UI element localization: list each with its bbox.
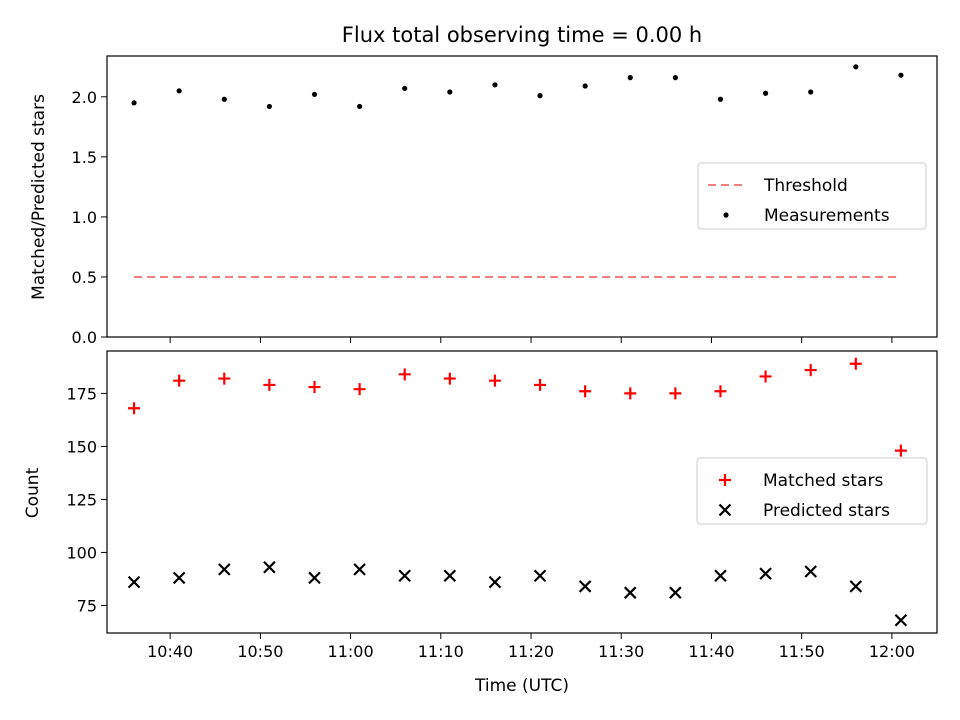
x-tick-label: 11:00	[328, 642, 374, 661]
legend-label: Measurements	[764, 206, 890, 226]
measurement-point	[357, 103, 363, 110]
matched-star-point	[804, 364, 817, 377]
y-tick-label: 150	[66, 437, 97, 456]
matched-star-point	[534, 378, 547, 391]
matched-star-point	[263, 378, 276, 391]
legend-predicted-swatch	[718, 503, 732, 517]
predicted-star-point	[714, 569, 727, 583]
legend-label: Matched stars	[763, 471, 883, 491]
measurement-point	[311, 91, 318, 98]
predicted-star-point	[578, 580, 592, 593]
x-tick-label: 11:20	[508, 642, 554, 661]
predicted-star-point	[308, 571, 321, 585]
matched-star-point	[714, 385, 727, 398]
legend-box	[696, 457, 928, 525]
axes-frame	[106, 350, 938, 634]
measurement-point	[537, 93, 543, 99]
y-tick-label: 100	[66, 543, 97, 562]
ratio-panel: 0.0 0.5 1.0 1.5 2.0 Threshold Measurements	[72, 55, 938, 347]
predicted-star-point	[759, 567, 772, 580]
x-tick-label: 10:40	[147, 642, 193, 661]
predicted-star-point	[623, 586, 637, 599]
x-tick-label: 12:00	[869, 642, 915, 661]
matched-star-point	[759, 370, 772, 383]
measurement-point	[898, 72, 904, 78]
measurement-point	[447, 89, 453, 95]
measurement-point	[762, 90, 769, 96]
y-tick-label: 75	[77, 596, 97, 615]
predicted-star-point	[398, 569, 411, 583]
legend-measurement-swatch	[723, 212, 729, 218]
legend-matched-swatch	[719, 474, 731, 486]
matched-star-point	[669, 387, 682, 400]
predicted-star-point	[669, 586, 682, 599]
matched-star-point	[579, 385, 592, 398]
y-tick-label: 1.0	[72, 208, 97, 227]
matched-star-point	[398, 368, 411, 381]
y-tick-label: 0.5	[72, 268, 97, 287]
measurement-point	[402, 85, 408, 92]
predicted-star-point	[263, 560, 276, 574]
matched-star-point	[443, 372, 456, 385]
matched-star-point	[173, 374, 186, 387]
matched-star-point	[128, 402, 141, 415]
x-tick-label: 11:30	[598, 642, 644, 661]
predicted-star-point	[849, 580, 863, 593]
measurement-point	[717, 96, 724, 102]
matched-star-point	[894, 444, 907, 457]
legend-label: Threshold	[763, 176, 848, 196]
measurement-point	[853, 64, 859, 70]
measurement-point	[266, 103, 272, 110]
measurement-point	[582, 83, 588, 89]
predicted-star-point	[804, 565, 817, 578]
predicted-star-point	[172, 571, 186, 585]
predicted-star-point	[443, 569, 457, 583]
count-panel: 10:40 10:50 11:00 11:10 11:20 11:30 11:40 11:50…	[66, 350, 938, 661]
matched-star-point	[353, 383, 366, 396]
x-tick-label: 10:50	[237, 642, 283, 661]
legend-box	[697, 162, 927, 230]
predicted-star-point	[533, 569, 547, 583]
measurement-point	[627, 75, 633, 81]
legend: Threshold Measurements	[697, 162, 927, 230]
y-tick-label: 0.0	[72, 328, 97, 347]
predicted-star-point	[353, 563, 366, 576]
measurement-point	[176, 88, 182, 94]
y-tick-label: 175	[66, 384, 97, 403]
predicted-star-point	[894, 614, 908, 627]
measurement-point	[808, 89, 814, 95]
measurement-point	[492, 82, 498, 88]
axes-frame	[106, 55, 938, 338]
x-tick-label: 11:40	[688, 642, 734, 661]
bottom-y-axis-label: Count	[23, 467, 43, 518]
measurement-point	[672, 75, 678, 81]
matched-star-point	[488, 374, 501, 387]
top-y-axis-label: Matched/Predicted stars	[29, 94, 49, 300]
measurement-point	[221, 96, 227, 102]
y-tick-label: 2.0	[72, 88, 97, 107]
legend-label: Predicted stars	[763, 501, 890, 521]
matched-star-point	[849, 357, 862, 370]
x-tick-label: 11:50	[779, 642, 825, 661]
y-tick-label: 1.5	[72, 148, 97, 167]
chart-title: Flux total observing time = 0.00 h	[342, 23, 702, 47]
x-axis-label: Time (UTC)	[474, 676, 569, 696]
matched-star-point	[308, 381, 321, 394]
measurement-point	[131, 100, 137, 106]
legend: Matched stars Predicted stars	[696, 457, 928, 525]
matched-star-point	[218, 372, 231, 385]
y-tick-label: 125	[66, 490, 97, 509]
predicted-star-point	[218, 563, 231, 576]
matched-star-point	[624, 387, 637, 400]
predicted-star-point	[127, 575, 141, 589]
x-tick-label: 11:10	[418, 642, 464, 661]
predicted-star-point	[488, 575, 502, 589]
